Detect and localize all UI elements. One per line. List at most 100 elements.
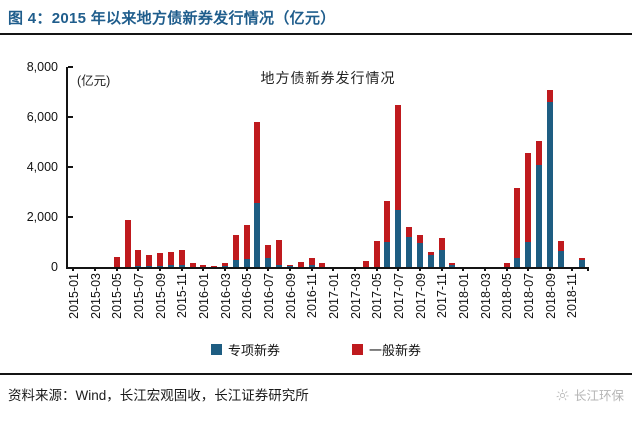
stacked-bar [427, 252, 434, 267]
stacked-bar [276, 239, 283, 267]
bar-slot [144, 67, 155, 267]
bar-segment-special [146, 265, 153, 267]
stacked-bar [546, 89, 553, 267]
x-label-slot: 2017-11 [435, 269, 450, 331]
y-tick-label: 0 [51, 260, 58, 274]
bar-slot [90, 67, 101, 267]
x-tick-label: 2018-11 [565, 273, 580, 318]
bar-segment-general [189, 263, 196, 267]
bar-segment-general [449, 263, 456, 265]
bar-segment-general [265, 244, 272, 259]
bar-segment-general [514, 188, 521, 259]
x-label-slot: 2018-07 [522, 269, 537, 331]
bar-segment-general [135, 249, 142, 266]
stacked-bar [525, 153, 532, 267]
bar-segment-general [297, 262, 304, 267]
bar-segment-general [211, 265, 218, 267]
bar-segment-general [416, 234, 423, 244]
chart-legend: 专项新券 一般新券 [0, 341, 632, 358]
bar-segment-general [222, 263, 228, 266]
x-axis-labels: 2015-01 2015-03 2015-05 2015-07 2015-09 2015-… [8, 269, 632, 331]
x-axis-tick [310, 267, 313, 271]
y-axis: 8,000 6,000 4,000 2,000 0 [8, 60, 66, 274]
x-axis-tick [202, 267, 205, 271]
figure-footer: 资料来源：Wind，长江宏观固收，长江证券研究所 长江环保 [0, 375, 632, 404]
bar-segment-special [254, 203, 261, 267]
bar-segment-general [579, 257, 586, 260]
x-label-slot: 2016-03 [219, 269, 233, 331]
bar-segment-general [362, 261, 369, 267]
stacked-bar [200, 264, 207, 267]
x-tick-label: 2017-01 [327, 273, 342, 319]
bar-slot [534, 67, 545, 267]
bar-segment-general [319, 263, 326, 267]
bar-segment-general [232, 234, 239, 260]
bar-segment-general [178, 249, 185, 265]
stacked-bar [503, 263, 510, 267]
bar-segment-general [406, 227, 413, 237]
x-axis-tick [397, 267, 400, 271]
stacked-bar [579, 257, 586, 267]
y-tick-label: 4,000 [26, 160, 58, 174]
x-tick-label: 2015-05 [110, 273, 125, 319]
bar-slot [339, 67, 350, 267]
bar-segment-general [113, 257, 120, 267]
x-tick-label: 2017-11 [435, 273, 450, 318]
x-axis-tick [289, 267, 292, 271]
bar-segment-general [438, 238, 445, 250]
x-axis-tick [267, 267, 270, 271]
bar-segment-special [178, 264, 185, 267]
x-label-slot: 2018-03 [479, 269, 493, 331]
x-axis-tick [570, 267, 573, 271]
bar-segment-special [449, 264, 456, 267]
bar-segment-special [579, 260, 586, 267]
bar-segment-special [546, 102, 553, 267]
stacked-bar [189, 263, 196, 267]
x-label-slot: 2015-07 [132, 269, 147, 331]
x-axis-end-tick [587, 267, 589, 271]
x-tick-label: 2015-09 [153, 273, 168, 319]
x-tick-label: 2017-05 [370, 273, 385, 319]
header-divider [0, 33, 632, 35]
bar-segment-special [427, 254, 434, 267]
x-tick-label: 2018-09 [543, 273, 558, 319]
x-tick-label: 2016-11 [305, 273, 320, 318]
x-label-slot: 2018-11 [565, 269, 580, 331]
bar-segment-general [536, 140, 543, 165]
bar-slot [220, 67, 231, 267]
legend-item: 专项新券 [210, 341, 280, 358]
bar-slot [577, 67, 588, 267]
bar-segment-special [525, 242, 532, 267]
chart-title: 地方债新券发行情况 [260, 70, 396, 86]
bar-slot [241, 67, 252, 267]
x-label-slot: 2017-01 [327, 269, 342, 331]
x-label-slot: 2018-05 [500, 269, 514, 331]
stacked-bar [211, 265, 218, 267]
x-axis-tick [375, 267, 378, 271]
plot-area: (亿元) 地方债新券发行情况 [66, 66, 589, 271]
bar-slot [469, 67, 480, 267]
bar-segment-general [308, 258, 315, 265]
x-axis-tick [505, 267, 508, 271]
stacked-bar [135, 249, 142, 267]
y-tick-label: 2,000 [26, 210, 58, 224]
stacked-bar [416, 234, 423, 267]
bar-segment-general [427, 252, 434, 255]
x-tick-label: 2015-07 [132, 273, 147, 319]
stacked-bar [254, 122, 261, 267]
bar-segment-general [373, 240, 380, 267]
stacked-bar [243, 224, 250, 267]
stacked-bar [146, 254, 153, 267]
x-tick-label: 2018-07 [522, 273, 537, 319]
x-label-slot: 2016-09 [284, 269, 298, 331]
y-axis-unit-label: (亿元) [77, 74, 111, 88]
bar-segment-special [308, 265, 315, 267]
bar-slot [100, 67, 111, 267]
x-axis-tick [72, 267, 75, 271]
x-axis-tick [94, 267, 97, 271]
footer-divider [0, 373, 632, 375]
stacked-bar [297, 262, 304, 267]
bar-slot [285, 67, 296, 267]
bar-slot [544, 67, 555, 267]
bar-segment-general [157, 253, 164, 266]
